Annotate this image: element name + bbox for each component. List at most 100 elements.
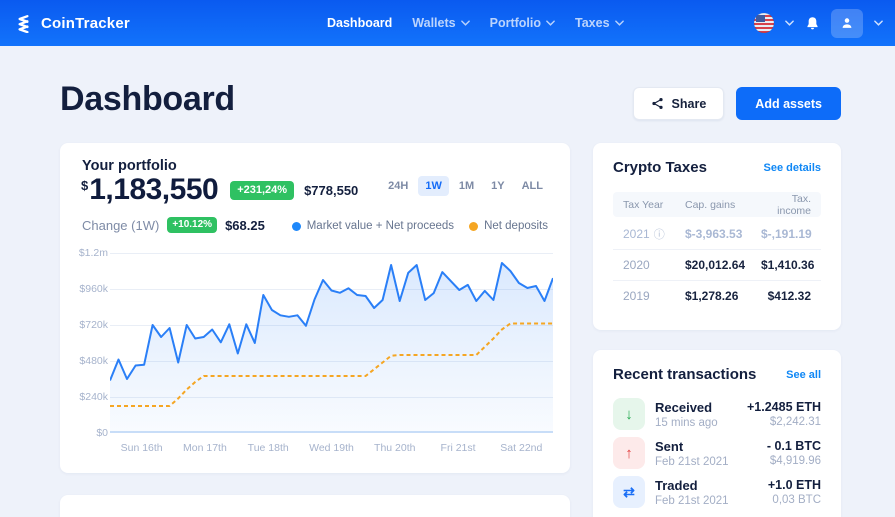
navbar-right (754, 8, 883, 38)
cap-gains-value: $-3,963.53 (685, 227, 743, 241)
transaction-secondary: $4,919.96 (769, 455, 821, 467)
x-axis-tick: Mon 17th (183, 442, 227, 454)
navbar: CoinTracker Dashboard Wallets Portfolio … (0, 0, 895, 46)
nav-item-label: Taxes (575, 16, 610, 30)
y-axis-tick: $240k (79, 391, 108, 403)
x-axis-tick: Sun 16th (120, 442, 163, 454)
x-axis-tick: Fri 21st (440, 442, 476, 454)
tax-col-year: Tax Year (623, 198, 664, 211)
currency-symbol: $ (81, 178, 89, 193)
see-all-link[interactable]: See all (786, 369, 821, 381)
range-option[interactable]: 24H (388, 180, 409, 192)
range-option[interactable]: 1W (418, 176, 449, 196)
transaction-secondary: 0,03 BTC (772, 494, 821, 506)
x-axis-labels: Sun 16th Mon 17th Tue 18th Wed 19th Thu … (110, 442, 553, 454)
recent-transactions-title: Recent transactions (613, 366, 757, 383)
tax-year: 2019 (623, 289, 685, 303)
nav-item-portfolio[interactable]: Portfolio (490, 16, 555, 30)
tax-income-value: $1,410.36 (761, 258, 815, 272)
tax-year-label: 2019 (623, 289, 650, 303)
legend-label: Net deposits (484, 220, 548, 232)
tax-year-label: 2021 (623, 227, 650, 241)
chevron-down-icon[interactable] (785, 20, 794, 26)
y-axis-tick: $720k (79, 319, 108, 331)
table-row[interactable]: 2020 $20,012.64 $1,410.36 (613, 250, 821, 280)
tax-year: 2021 ⓘ (623, 226, 685, 242)
share-button[interactable]: Share (632, 87, 725, 120)
change-row: Change (1W) +10.12% $68.25 (82, 217, 265, 233)
portfolio-title: Your portfolio (82, 158, 177, 174)
x-axis-tick: Thu 20th (374, 442, 416, 454)
nav-item-taxes[interactable]: Taxes (575, 16, 624, 30)
user-avatar-button[interactable] (831, 8, 863, 38)
portfolio-value-row: $ 1,183,550 +231,24% $778,550 (81, 175, 358, 205)
portfolio-chart-svg (109, 253, 554, 433)
crypto-taxes-card: Crypto Taxes See details Tax Year Cap. g… (593, 143, 841, 330)
user-icon (840, 16, 854, 30)
transaction-secondary: $2,242.31 (769, 416, 821, 428)
list-item-sent[interactable]: ↑ Sent Feb 21st 2021 - 0.1 BTC $4,919.96 (613, 437, 821, 469)
arrow-up-icon: ↑ (613, 437, 645, 469)
transaction-amount: - 0.1 BTC (766, 439, 821, 453)
chevron-down-icon (546, 20, 555, 26)
see-details-link[interactable]: See details (763, 162, 821, 174)
chevron-down-icon (460, 20, 470, 26)
transaction-time: Feb 21st 2021 (655, 494, 729, 507)
y-axis-tick: $0 (96, 427, 108, 439)
y-axis-tick: $1.2m (78, 247, 108, 259)
transaction-time: Feb 21st 2021 (655, 455, 729, 468)
portfolio-value: 1,183,550 (89, 173, 219, 206)
swap-icon: ⇄ (613, 476, 645, 508)
range-option[interactable]: ALL (521, 180, 543, 192)
tax-year-label: 2020 (623, 258, 650, 272)
info-icon[interactable]: ⓘ (653, 229, 665, 241)
nav-item-label: Portfolio (489, 16, 541, 30)
list-item-received[interactable]: ↓ Received 15 mins ago +1.2485 ETH $2,24… (613, 398, 821, 430)
brand-name: CoinTracker (41, 14, 130, 32)
portfolio-change-pct-badge: +231,24% (230, 181, 295, 201)
transaction-amount: +1.2485 ETH (746, 400, 821, 414)
legend-label: Market value + Net proceeds (306, 220, 455, 232)
notifications-bell-icon[interactable] (805, 16, 820, 31)
x-axis-tick: Wed 19th (309, 442, 354, 454)
divider (613, 249, 821, 250)
chevron-down-icon[interactable] (874, 20, 883, 26)
change-week-value: $68.25 (225, 217, 265, 233)
recent-transactions-card: Recent transactions See all ↓ Received 1… (593, 350, 841, 517)
brand-logo[interactable]: CoinTracker (14, 14, 130, 33)
portfolio-card: Your portfolio $ 1,183,550 +231,24% $778… (60, 143, 570, 473)
portfolio-chart[interactable] (109, 253, 554, 433)
page-title: Dashboard (60, 80, 235, 118)
nav-item-dashboard[interactable]: Dashboard (327, 16, 392, 30)
change-week-badge: +10.12% (167, 217, 218, 233)
tax-year: 2020 (623, 258, 685, 272)
transaction-time: 15 mins ago (655, 416, 718, 429)
add-assets-button[interactable]: Add assets (736, 87, 841, 120)
arrow-down-icon: ↓ (613, 398, 645, 430)
nav-item-wallets[interactable]: Wallets (412, 16, 470, 30)
tax-col-income: Tax. income (777, 192, 811, 217)
nav-item-label: Wallets (412, 16, 456, 30)
share-icon (651, 97, 664, 110)
legend-dot-blue (291, 221, 301, 231)
header-actions: Share Add assets (632, 87, 841, 120)
tax-col-gains: Cap. gains (685, 198, 736, 211)
y-axis-tick: $960k (79, 283, 108, 295)
legend-dot-orange (469, 221, 479, 231)
list-item-traded[interactable]: ⇄ Traded Feb 21st 2021 +1.0 ETH 0,03 BTC (613, 476, 821, 508)
add-assets-button-label: Add assets (755, 96, 822, 111)
x-axis-tick: Sat 22nd (500, 442, 543, 454)
nav-item-label: Dashboard (327, 16, 393, 30)
range-option[interactable]: 1M (458, 180, 475, 192)
range-option[interactable]: 1Y (491, 180, 505, 192)
tax-income-value: $412.32 (767, 289, 811, 303)
tax-income-value: $-,191.19 (761, 227, 812, 241)
bottom-card-partial (60, 495, 570, 517)
table-row[interactable]: 2019 $1,278.26 $412.32 (613, 281, 821, 311)
language-flag-us-icon[interactable] (754, 13, 774, 33)
crypto-taxes-title: Crypto Taxes (613, 159, 707, 176)
cointracker-logo-icon (14, 14, 33, 33)
share-button-label: Share (671, 96, 707, 111)
table-row[interactable]: 2021 ⓘ $-3,963.53 $-,191.19 (613, 219, 821, 249)
legend-item-market-value: Market value + Net proceeds (291, 220, 455, 232)
